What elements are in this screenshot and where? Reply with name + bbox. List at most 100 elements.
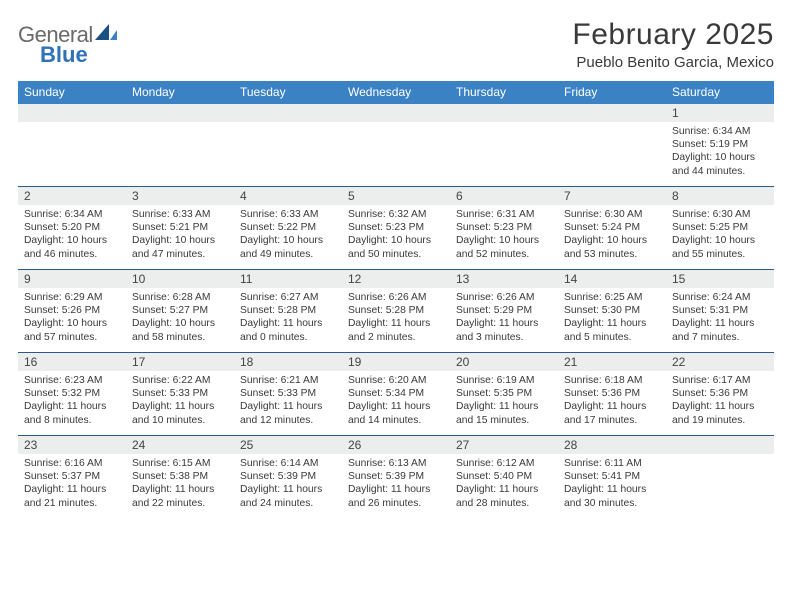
daylight-text: Daylight: 10 hours and 46 minutes.	[24, 234, 122, 260]
day-number	[666, 436, 774, 454]
day-number: 19	[342, 353, 450, 371]
day-number: 3	[126, 187, 234, 205]
weeks-container: 1Sunrise: 6:34 AMSunset: 5:19 PMDaylight…	[18, 104, 774, 518]
week-block: 9101112131415Sunrise: 6:29 AMSunset: 5:2…	[18, 270, 774, 353]
day-number-row: 232425262728	[18, 436, 774, 454]
sunrise-text: Sunrise: 6:12 AM	[456, 457, 554, 470]
day-cell: Sunrise: 6:30 AMSunset: 5:24 PMDaylight:…	[558, 205, 666, 269]
sunset-text: Sunset: 5:22 PM	[240, 221, 338, 234]
day-cell	[666, 454, 774, 518]
sunset-text: Sunset: 5:28 PM	[240, 304, 338, 317]
day-content-row: Sunrise: 6:34 AMSunset: 5:19 PMDaylight:…	[18, 122, 774, 186]
daylight-text: Daylight: 10 hours and 53 minutes.	[564, 234, 662, 260]
sunrise-text: Sunrise: 6:28 AM	[132, 291, 230, 304]
day-cell: Sunrise: 6:13 AMSunset: 5:39 PMDaylight:…	[342, 454, 450, 518]
sunrise-text: Sunrise: 6:34 AM	[672, 125, 770, 138]
sunset-text: Sunset: 5:39 PM	[240, 470, 338, 483]
day-cell: Sunrise: 6:34 AMSunset: 5:19 PMDaylight:…	[666, 122, 774, 186]
day-number: 27	[450, 436, 558, 454]
day-cell: Sunrise: 6:28 AMSunset: 5:27 PMDaylight:…	[126, 288, 234, 352]
day-number: 23	[18, 436, 126, 454]
sunset-text: Sunset: 5:36 PM	[564, 387, 662, 400]
sunset-text: Sunset: 5:25 PM	[672, 221, 770, 234]
day-number: 21	[558, 353, 666, 371]
day-cell	[234, 122, 342, 186]
day-number	[450, 104, 558, 122]
day-number: 2	[18, 187, 126, 205]
day-cell	[558, 122, 666, 186]
sunrise-text: Sunrise: 6:33 AM	[240, 208, 338, 221]
day-content-row: Sunrise: 6:34 AMSunset: 5:20 PMDaylight:…	[18, 205, 774, 269]
sunrise-text: Sunrise: 6:17 AM	[672, 374, 770, 387]
sunset-text: Sunset: 5:30 PM	[564, 304, 662, 317]
daylight-text: Daylight: 11 hours and 30 minutes.	[564, 483, 662, 509]
sunset-text: Sunset: 5:27 PM	[132, 304, 230, 317]
sunrise-text: Sunrise: 6:26 AM	[348, 291, 446, 304]
daylight-text: Daylight: 10 hours and 52 minutes.	[456, 234, 554, 260]
sunrise-text: Sunrise: 6:31 AM	[456, 208, 554, 221]
week-block: 2345678Sunrise: 6:34 AMSunset: 5:20 PMDa…	[18, 187, 774, 270]
day-cell: Sunrise: 6:25 AMSunset: 5:30 PMDaylight:…	[558, 288, 666, 352]
sunrise-text: Sunrise: 6:22 AM	[132, 374, 230, 387]
location-label: Pueblo Benito Garcia, Mexico	[572, 54, 774, 71]
day-number	[342, 104, 450, 122]
brand-blue: Blue	[40, 42, 88, 67]
day-cell: Sunrise: 6:26 AMSunset: 5:28 PMDaylight:…	[342, 288, 450, 352]
sunset-text: Sunset: 5:34 PM	[348, 387, 446, 400]
daylight-text: Daylight: 10 hours and 44 minutes.	[672, 151, 770, 177]
sunset-text: Sunset: 5:38 PM	[132, 470, 230, 483]
title-block: February 2025 Pueblo Benito Garcia, Mexi…	[572, 18, 774, 71]
day-content-row: Sunrise: 6:16 AMSunset: 5:37 PMDaylight:…	[18, 454, 774, 518]
sunrise-text: Sunrise: 6:20 AM	[348, 374, 446, 387]
dow-monday: Monday	[126, 81, 234, 104]
day-number: 14	[558, 270, 666, 288]
day-number: 22	[666, 353, 774, 371]
day-cell: Sunrise: 6:30 AMSunset: 5:25 PMDaylight:…	[666, 205, 774, 269]
day-number: 18	[234, 353, 342, 371]
day-cell	[126, 122, 234, 186]
day-number: 7	[558, 187, 666, 205]
sunset-text: Sunset: 5:37 PM	[24, 470, 122, 483]
sunrise-text: Sunrise: 6:33 AM	[132, 208, 230, 221]
daylight-text: Daylight: 11 hours and 7 minutes.	[672, 317, 770, 343]
daylight-text: Daylight: 11 hours and 3 minutes.	[456, 317, 554, 343]
day-cell	[18, 122, 126, 186]
sunset-text: Sunset: 5:33 PM	[132, 387, 230, 400]
day-number: 20	[450, 353, 558, 371]
daylight-text: Daylight: 11 hours and 28 minutes.	[456, 483, 554, 509]
day-number: 4	[234, 187, 342, 205]
day-cell: Sunrise: 6:34 AMSunset: 5:20 PMDaylight:…	[18, 205, 126, 269]
daylight-text: Daylight: 10 hours and 57 minutes.	[24, 317, 122, 343]
calendar-page: General Blue February 2025 Pueblo Benito…	[0, 0, 792, 528]
sunset-text: Sunset: 5:23 PM	[348, 221, 446, 234]
sunset-text: Sunset: 5:35 PM	[456, 387, 554, 400]
daylight-text: Daylight: 11 hours and 19 minutes.	[672, 400, 770, 426]
sunrise-text: Sunrise: 6:30 AM	[672, 208, 770, 221]
sunrise-text: Sunrise: 6:26 AM	[456, 291, 554, 304]
sunset-text: Sunset: 5:28 PM	[348, 304, 446, 317]
sunset-text: Sunset: 5:36 PM	[672, 387, 770, 400]
daylight-text: Daylight: 10 hours and 49 minutes.	[240, 234, 338, 260]
sunset-text: Sunset: 5:32 PM	[24, 387, 122, 400]
day-cell: Sunrise: 6:29 AMSunset: 5:26 PMDaylight:…	[18, 288, 126, 352]
daylight-text: Daylight: 11 hours and 15 minutes.	[456, 400, 554, 426]
daylight-text: Daylight: 10 hours and 58 minutes.	[132, 317, 230, 343]
day-number: 8	[666, 187, 774, 205]
day-number: 26	[342, 436, 450, 454]
daylight-text: Daylight: 11 hours and 24 minutes.	[240, 483, 338, 509]
day-number: 10	[126, 270, 234, 288]
month-title: February 2025	[572, 18, 774, 52]
day-cell: Sunrise: 6:17 AMSunset: 5:36 PMDaylight:…	[666, 371, 774, 435]
day-cell: Sunrise: 6:33 AMSunset: 5:22 PMDaylight:…	[234, 205, 342, 269]
day-content-row: Sunrise: 6:23 AMSunset: 5:32 PMDaylight:…	[18, 371, 774, 435]
sunrise-text: Sunrise: 6:13 AM	[348, 457, 446, 470]
daylight-text: Daylight: 11 hours and 2 minutes.	[348, 317, 446, 343]
daylight-text: Daylight: 11 hours and 10 minutes.	[132, 400, 230, 426]
day-number: 16	[18, 353, 126, 371]
day-cell: Sunrise: 6:26 AMSunset: 5:29 PMDaylight:…	[450, 288, 558, 352]
day-number	[558, 104, 666, 122]
sunrise-text: Sunrise: 6:30 AM	[564, 208, 662, 221]
day-number-row: 9101112131415	[18, 270, 774, 288]
sunset-text: Sunset: 5:41 PM	[564, 470, 662, 483]
day-number: 13	[450, 270, 558, 288]
